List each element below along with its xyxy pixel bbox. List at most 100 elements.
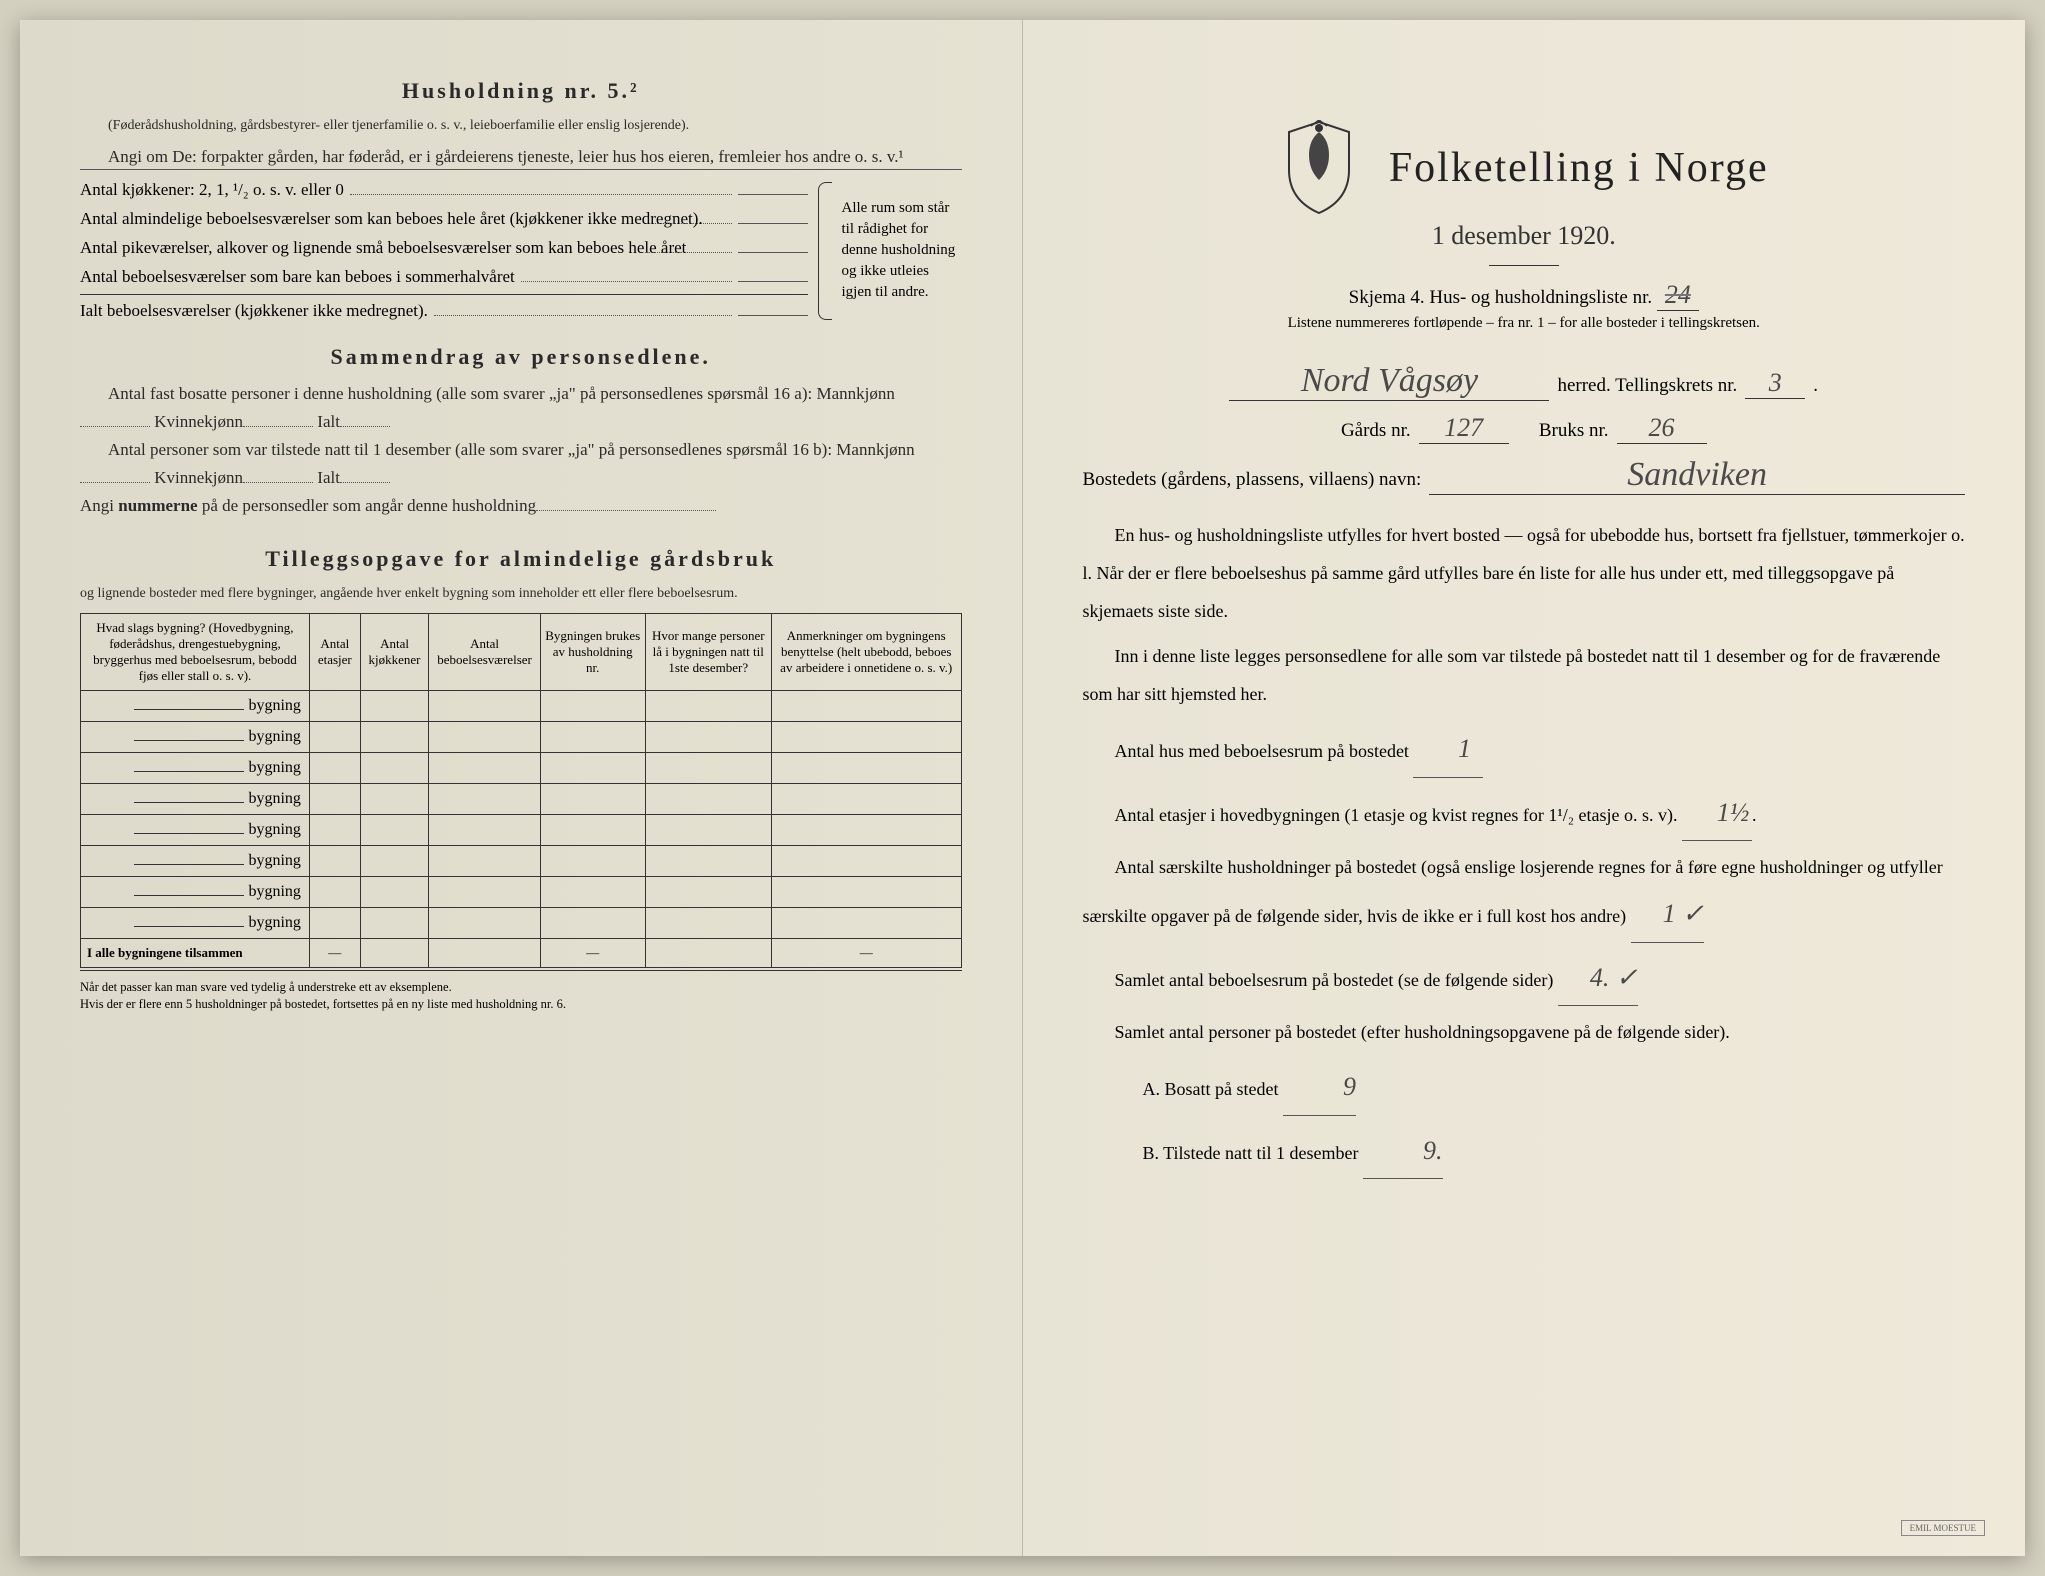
table-row: bygning [81, 752, 962, 783]
table-footer-row: I alle bygningene tilsammen——— [81, 938, 962, 967]
gards-label: Gårds nr. [1341, 420, 1411, 442]
table-cell [309, 690, 360, 721]
bosted-label: Bostedets (gårdens, plassens, villaens) … [1083, 469, 1422, 491]
summary-line2: Antal personer som var tilstede natt til… [108, 440, 915, 459]
table-cell [645, 845, 771, 876]
table-cell [309, 876, 360, 907]
rooms2: Antal pikeværelser, alkover og lignende … [80, 234, 640, 263]
skjema-label: Skjema 4. Hus- og husholdningsliste nr. [1349, 287, 1652, 308]
table-row: bygning [81, 845, 962, 876]
q4-row: Samlet antal beboelsesrum på bostedet (s… [1083, 951, 1966, 1007]
table-cell [771, 907, 961, 938]
table-footer-label: I alle bygningene tilsammen [81, 938, 310, 967]
table-cell [540, 721, 645, 752]
table-header: Antal beboelsesværelser [429, 613, 540, 690]
summary-row3: Angi nummerne på de personsedler som ang… [80, 492, 962, 520]
table-cell [429, 814, 540, 845]
h5-angi: Angi om De: forpakter gården, har føderå… [80, 143, 962, 171]
table-row: bygning [81, 721, 962, 752]
qA-label: A. Bosatt på stedet [1143, 1079, 1279, 1099]
printer-stamp: EMIL MOESTUE [1901, 1520, 1985, 1536]
gards-nr: 127 [1419, 413, 1509, 444]
husholdning5-title: Husholdning nr. 5.² [80, 78, 962, 104]
q5-row: Samlet antal personer på bostedet (efter… [1083, 1014, 1966, 1052]
table-cell [645, 783, 771, 814]
ialt-label: Ialt [317, 412, 340, 431]
rooms1: Antal almindelige beboelsesværelser som … [80, 205, 640, 234]
table-cell [360, 845, 429, 876]
table-header: Hvor mange personer lå i bygningen natt … [645, 613, 771, 690]
skjema-line: Skjema 4. Hus- og husholdningsliste nr. … [1083, 280, 1966, 311]
q1-row: Antal hus med beboelsesrum på bostedet 1 [1083, 722, 1966, 778]
table-cell [771, 876, 961, 907]
table-cell [645, 721, 771, 752]
table-row: bygning [81, 876, 962, 907]
table-cell [309, 783, 360, 814]
skjema-nr: 24 [1657, 280, 1699, 311]
main-title: Folketelling i Norge [1389, 144, 1769, 192]
bygning-cell: bygning [81, 876, 310, 907]
crest-icon [1279, 120, 1359, 215]
bygning-cell: bygning [81, 907, 310, 938]
table-header: Anmerkninger om bygningens benyttelse (h… [771, 613, 961, 690]
table-header: Bygningen brukes av husholdning nr. [540, 613, 645, 690]
table-footer-cell [360, 938, 429, 967]
table-cell [360, 907, 429, 938]
para1: En hus- og husholdningsliste utfylles fo… [1083, 517, 1966, 630]
table-cell [540, 876, 645, 907]
rooms-total: Ialt beboelsesværelser (kjøkkener ikke m… [80, 297, 428, 326]
title-block: Folketelling i Norge [1083, 120, 1966, 215]
table-cell [645, 814, 771, 845]
fn1-text: Når det passer kan man svare ved tydelig… [80, 980, 452, 994]
table-cell [429, 907, 540, 938]
table-cell [309, 845, 360, 876]
table-row: bygning [81, 690, 962, 721]
qA-row: A. Bosatt på stedet 9 [1083, 1060, 1966, 1116]
table-footer-cell [645, 938, 771, 967]
table-cell [309, 907, 360, 938]
table-row: bygning [81, 907, 962, 938]
q2-value: 1½ [1682, 786, 1752, 842]
table-cell [645, 907, 771, 938]
bruks-label: Bruks nr. [1539, 420, 1609, 442]
table-header: Hvad slags bygning? (Hovedbygning, føder… [81, 613, 310, 690]
ialt-label2: Ialt [317, 468, 340, 487]
table-header: Antal kjøkkener [360, 613, 429, 690]
q3-row: Antal særskilte husholdninger på bostede… [1083, 849, 1966, 942]
table-cell [309, 814, 360, 845]
table-cell [540, 752, 645, 783]
herred-label: herred. Tellingskrets nr. [1557, 375, 1737, 397]
bygning-cell: bygning [81, 814, 310, 845]
summary-row1: Antal fast bosatte personer i denne hush… [80, 380, 962, 436]
table-cell [429, 752, 540, 783]
bygning-cell: bygning [81, 690, 310, 721]
q1-value: 1 [1413, 722, 1483, 778]
krets-nr: 3 [1745, 368, 1805, 399]
table-footer-cell: — [540, 938, 645, 967]
divider [1489, 265, 1559, 266]
table-footer-cell [429, 938, 540, 967]
footnote1: Når det passer kan man svare ved tydelig… [80, 979, 962, 1014]
table-cell [309, 721, 360, 752]
table-cell [429, 721, 540, 752]
h5-paren: (Føderådshusholdning, gårdsbestyrer- ell… [80, 114, 962, 137]
table-cell [540, 907, 645, 938]
bygning-cell: bygning [81, 783, 310, 814]
table-footer-cell: — [309, 938, 360, 967]
bygning-cell: bygning [81, 721, 310, 752]
summary-line1: Antal fast bosatte personer i denne hush… [108, 384, 895, 403]
table-cell [645, 752, 771, 783]
table-cell [360, 876, 429, 907]
table-cell [429, 845, 540, 876]
table-cell [540, 690, 645, 721]
bygning-cell: bygning [81, 752, 310, 783]
bosted-row: Bostedets (gårdens, plassens, villaens) … [1083, 456, 1966, 495]
s3c: på de personsedler som angår denne husho… [198, 496, 537, 515]
table-cell [360, 752, 429, 783]
gards-row: Gårds nr. 127 Bruks nr. 26 [1083, 413, 1966, 444]
table-cell [360, 721, 429, 752]
table-cell [645, 690, 771, 721]
q1-label: Antal hus med beboelsesrum på bostedet [1115, 741, 1409, 761]
q2-row: Antal etasjer i hovedbygningen (1 etasje… [1083, 786, 1966, 842]
table-cell [360, 814, 429, 845]
